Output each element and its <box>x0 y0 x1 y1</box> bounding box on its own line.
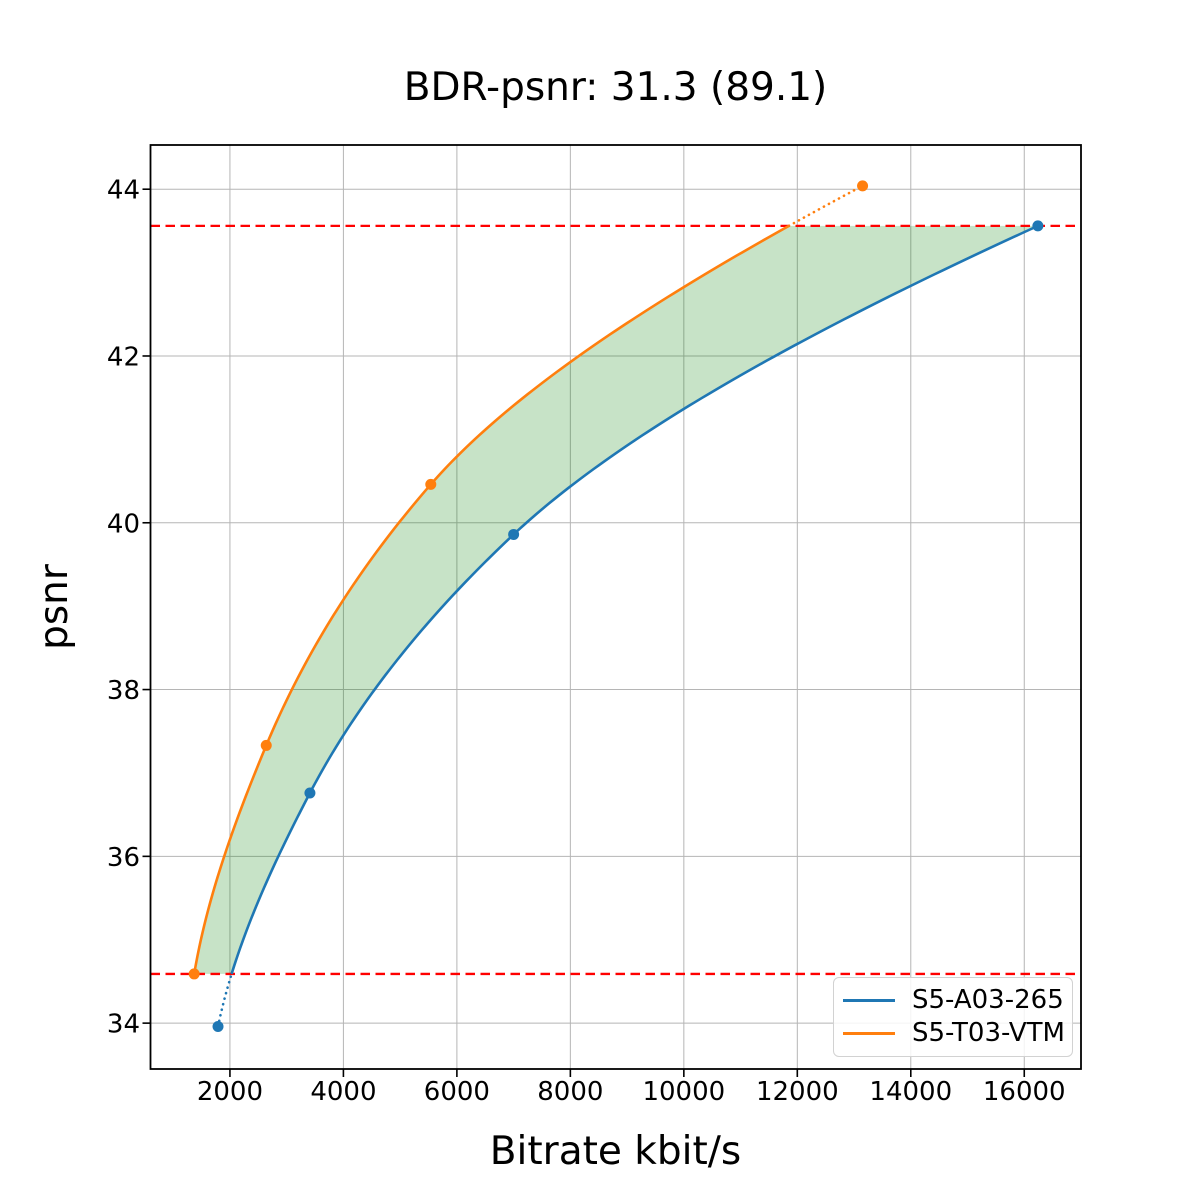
data-point-marker-S5-T03-VTM <box>425 478 437 490</box>
y-axis-label: psnr <box>32 564 77 650</box>
legend-entry: S5-A03-265 <box>834 986 1072 1015</box>
y-tick-label: 38 <box>107 676 140 706</box>
y-tick-label: 36 <box>107 843 140 873</box>
legend-line-sample <box>843 1032 895 1036</box>
x-tick-label: 16000 <box>983 1077 1066 1107</box>
plot-frame <box>149 144 1082 1070</box>
data-point-marker-S5-T03-VTM <box>857 180 869 192</box>
legend-line-sample <box>843 998 895 1002</box>
chart-title: BDR-psnr: 31.3 (89.1) <box>403 65 828 110</box>
x-tick-label: 8000 <box>537 1077 603 1107</box>
x-tick-label: 2000 <box>197 1077 263 1107</box>
y-tick-label: 40 <box>107 509 140 539</box>
data-point-marker-S5-A03-265 <box>1032 220 1044 232</box>
data-point-marker-S5-T03-VTM <box>260 739 272 751</box>
x-tick-label: 10000 <box>642 1077 725 1107</box>
series-line-S5-T03-VTM <box>192 224 790 975</box>
legend-label: S5-T03-VTM <box>912 1018 1065 1049</box>
series-line-S5-A03-265 <box>230 224 1039 975</box>
legend-entry: S5-T03-VTM <box>834 1019 1072 1048</box>
x-axis-label: Bitrate kbit/s <box>489 1129 742 1174</box>
legend-label: S5-A03-265 <box>912 984 1064 1015</box>
x-tick-label: 4000 <box>310 1077 376 1107</box>
series-line-dotted-S5-T03-VTM <box>787 184 864 228</box>
y-tick-label: 34 <box>107 1010 140 1040</box>
bd-overlap-fill <box>194 225 1038 974</box>
data-point-marker-S5-T03-VTM <box>188 968 200 980</box>
data-point-marker-S5-A03-265 <box>304 787 316 799</box>
y-tick-label: 44 <box>107 176 140 206</box>
x-tick-label: 12000 <box>756 1077 839 1107</box>
legend: S5-A03-265 S5-T03-VTM <box>833 977 1073 1057</box>
data-point-marker-S5-A03-265 <box>212 1020 224 1032</box>
y-tick-label: 42 <box>107 342 140 372</box>
x-tick-label: 14000 <box>869 1077 952 1107</box>
series-line-dotted-S5-A03-265 <box>216 972 233 1028</box>
data-point-marker-S5-A03-265 <box>508 528 520 540</box>
x-tick-label: 6000 <box>424 1077 490 1107</box>
